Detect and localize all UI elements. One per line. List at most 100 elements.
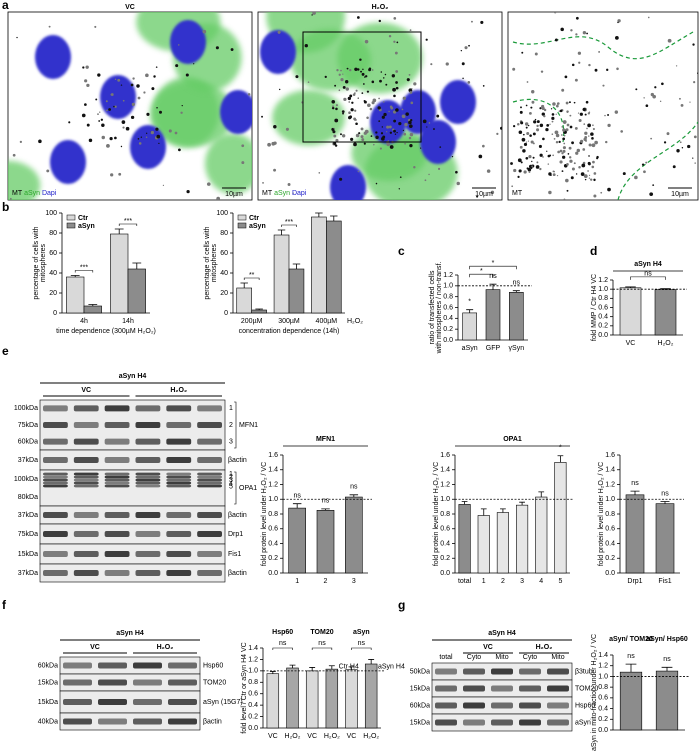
mitochondria (185, 73, 189, 77)
error-bar (330, 215, 338, 221)
marker-label: 37kDa (18, 570, 38, 577)
mitochondria (348, 115, 352, 120)
bar (509, 292, 524, 341)
mitochondria (354, 109, 357, 112)
band (197, 475, 222, 479)
panel-letter: d (590, 244, 597, 258)
mitochondria (186, 189, 190, 194)
bar (485, 289, 501, 341)
mitochondria (230, 48, 234, 51)
mitochondria (370, 135, 373, 137)
mitochondria (381, 136, 385, 141)
mitochondria (365, 75, 368, 78)
mitochondria (582, 107, 586, 112)
y-axis-label: fold protein level under H₂O₂ / VC (433, 462, 440, 566)
mitochondria (241, 161, 245, 165)
error-bar (277, 229, 286, 235)
error-bar (315, 212, 323, 217)
band (73, 531, 99, 537)
significance: ns (322, 498, 330, 505)
mitochondria (649, 192, 654, 197)
mitochondria (588, 177, 591, 179)
mitochondria (146, 132, 148, 134)
band (135, 405, 161, 412)
band (104, 478, 130, 482)
mitochondria (48, 25, 51, 28)
marker-label: 75kDa (18, 422, 38, 429)
row-label: Hsp60 (203, 662, 223, 669)
mitochondria (333, 134, 337, 138)
mitochondria (561, 134, 563, 136)
condition-label: VC (90, 644, 100, 651)
reference-label: Ctr H4 (339, 664, 359, 671)
mitochondria (396, 41, 399, 44)
mitochondria (588, 63, 591, 67)
mitochondria (546, 124, 550, 127)
legend-label: Ctr (78, 215, 88, 222)
mitochondria (381, 126, 384, 128)
band (166, 457, 192, 463)
mitochondria (565, 178, 569, 183)
y-tick-label: 0.0 (268, 570, 278, 577)
error-bar (292, 503, 302, 509)
mitochondria (292, 192, 294, 194)
cell (351, 125, 428, 181)
mitochondria (555, 104, 559, 108)
mitochondria (348, 111, 351, 114)
mitochondria (361, 138, 365, 141)
mitochondria (110, 173, 114, 177)
stain-label: MT (512, 190, 523, 197)
mitochondria (526, 131, 530, 135)
mitochondria (357, 97, 359, 99)
significance: *** (80, 264, 88, 271)
mitochondria (529, 111, 532, 115)
mitochondria (122, 126, 125, 129)
nucleus (35, 35, 71, 79)
bar (266, 673, 280, 729)
mitochondria (404, 122, 408, 127)
mitochondria (393, 129, 396, 133)
mitochondria (396, 131, 398, 134)
mitochondria (588, 155, 590, 157)
x-tick-label: 14h (122, 318, 134, 325)
band (547, 719, 569, 726)
mitochondria (215, 46, 219, 50)
row-label: βactin (228, 457, 247, 464)
mitochondria (437, 167, 441, 170)
mitochondria (534, 52, 538, 56)
mitochondria (551, 116, 555, 120)
mitochondria (592, 124, 594, 127)
mitochondria (155, 66, 158, 68)
mitochondria (409, 29, 412, 32)
band (73, 405, 99, 412)
band (197, 457, 222, 463)
mitochondria (574, 127, 578, 130)
mitochondria (552, 170, 555, 173)
blot-strip (59, 712, 201, 731)
mitochondria (511, 185, 514, 188)
mitochondria (643, 170, 646, 174)
y-tick-label: 0.2 (440, 555, 450, 562)
mitochondria (520, 161, 523, 164)
bar (655, 670, 679, 731)
y-tick-label: 60 (49, 250, 57, 257)
mitochondria (468, 44, 470, 47)
mitochondria (178, 44, 180, 46)
band-bracket (234, 471, 237, 505)
y-tick-label: 0.8 (268, 511, 278, 518)
y-tick-label: 0.4 (268, 540, 278, 547)
y-tick-label: 80 (49, 230, 57, 237)
y-tick-label: 100 (45, 210, 57, 217)
mitochondria (575, 33, 578, 36)
row-label: aSyn (575, 719, 591, 726)
mitochondria (549, 123, 551, 125)
y-tick-label: 0 (53, 310, 57, 317)
band (43, 481, 68, 485)
row-label: Fis1 (228, 551, 241, 558)
x-tick-label: H₂O₂ (363, 733, 379, 740)
mitochondria (575, 151, 579, 155)
marker-label: 15kDa (18, 551, 38, 558)
mitochondria (408, 136, 412, 140)
y-tick-label: 0.6 (443, 304, 453, 311)
mitochondria (332, 130, 336, 134)
